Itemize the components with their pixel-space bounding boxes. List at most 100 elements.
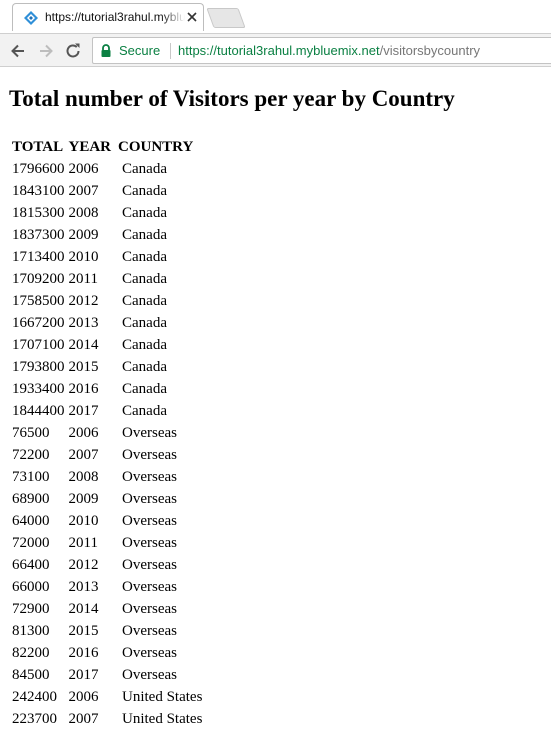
cell-year: 2016 (68, 644, 99, 661)
tab-title: https://tutorial3rahul.mybluemix.net/vis… (45, 10, 185, 24)
cell-total: 72900 (12, 600, 50, 617)
lock-icon (101, 44, 111, 57)
cell-country: Overseas (122, 468, 177, 485)
table-row: 1707100 2014 Canada (11, 335, 203, 355)
table-row: 242400 2006 United States (11, 687, 203, 707)
table-row: 223700 2007 United States (11, 709, 203, 729)
cell-year: 2008 (68, 468, 99, 485)
cell-year: 2015 (68, 358, 99, 375)
cell-country: Overseas (122, 490, 177, 507)
address-bar-separator (170, 43, 171, 59)
cell-country: Canada (122, 226, 167, 243)
cell-country: Overseas (122, 644, 177, 661)
cell-country: Overseas (122, 600, 177, 617)
cell-country: Canada (122, 160, 167, 177)
table-row: 1933400 2016 Canada (11, 379, 203, 399)
cell-total: 1707100 (12, 336, 65, 353)
cell-total: 72200 (12, 446, 50, 463)
cell-total: 84500 (12, 666, 50, 683)
table-row: 64000 2010 Overseas (11, 511, 203, 531)
cell-year: 2011 (68, 534, 98, 551)
table-row: 1713400 2010 Canada (11, 247, 203, 267)
cell-total: 1815300 (12, 204, 65, 221)
visitors-table: TOTAL YEAR COUNTRY 1796600 2006 Canada 1843… (9, 135, 205, 730)
cell-total: 223700 (12, 710, 57, 727)
cell-year: 2011 (68, 270, 98, 287)
cell-country: Canada (122, 182, 167, 199)
table-row: 72200 2007 Overseas (11, 445, 203, 465)
cell-year: 2010 (68, 248, 99, 265)
table-row: 82200 2016 Overseas (11, 643, 203, 663)
cell-total: 64000 (12, 512, 50, 529)
cell-total: 68900 (12, 490, 50, 507)
cell-year: 2014 (68, 336, 99, 353)
cell-total: 81300 (12, 622, 50, 639)
cell-year: 2013 (68, 578, 99, 595)
table-row: 66000 2013 Overseas (11, 577, 203, 597)
cell-year: 2006 (68, 424, 99, 441)
cell-total: 76500 (12, 424, 50, 441)
url-path: /visitorsbycountry (379, 43, 481, 58)
cell-country: Overseas (122, 534, 177, 551)
cell-year: 2017 (68, 402, 99, 419)
cell-country: Canada (122, 358, 167, 375)
table-row: 1843100 2007 Canada (11, 181, 203, 201)
forward-arrow-icon[interactable] (36, 41, 56, 61)
cell-total: 66400 (12, 556, 50, 573)
cell-country: Canada (122, 336, 167, 353)
url-text[interactable]: https://tutorial3rahul.mybluemix.net/vis… (178, 43, 480, 58)
cell-year: 2009 (68, 226, 99, 243)
reload-icon[interactable] (63, 41, 83, 61)
cell-year: 2007 (68, 446, 99, 463)
cell-year: 2013 (68, 314, 99, 331)
table-row: 68900 2009 Overseas (11, 489, 203, 509)
table-row: 1709200 2011 Canada (11, 269, 203, 289)
cell-year: 2017 (68, 666, 99, 683)
cell-total: 66000 (12, 578, 50, 595)
cell-year: 2008 (68, 204, 99, 221)
table-row: 76500 2006 Overseas (11, 423, 203, 443)
header-year: YEAR (68, 138, 112, 155)
close-icon[interactable] (185, 10, 199, 24)
cell-total: 1793800 (12, 358, 65, 375)
cell-country: Canada (122, 270, 167, 287)
tab-strip: https://tutorial3rahul.mybluemix.net/vis… (0, 0, 551, 33)
cell-country: Canada (122, 292, 167, 309)
cell-country: Canada (122, 402, 167, 419)
cell-year: 2012 (68, 556, 99, 573)
cell-total: 1709200 (12, 270, 65, 287)
cell-country: Overseas (122, 446, 177, 463)
table-header-row: TOTAL YEAR COUNTRY (11, 137, 203, 157)
cell-country: Overseas (122, 622, 177, 639)
cell-country: Overseas (122, 556, 177, 573)
secure-label: Secure (119, 43, 161, 58)
cell-total: 1758500 (12, 292, 65, 309)
cell-year: 2016 (68, 380, 99, 397)
table-row: 1837300 2009 Canada (11, 225, 203, 245)
cell-total: 1837300 (12, 226, 65, 243)
page-content: Total number of Visitors per year by Cou… (0, 67, 551, 730)
cell-year: 2006 (68, 160, 99, 177)
cell-year: 2009 (68, 490, 99, 507)
browser-tab[interactable]: https://tutorial3rahul.mybluemix.net/vis… (12, 3, 204, 31)
cell-total: 242400 (12, 688, 57, 705)
cell-total: 1843100 (12, 182, 65, 199)
table-body: 1796600 2006 Canada 1843100 2007 Canada 181530… (11, 159, 203, 729)
table-row: 66400 2012 Overseas (11, 555, 203, 575)
cell-total: 1844400 (12, 402, 65, 419)
cell-year: 2007 (68, 710, 99, 727)
address-bar[interactable]: Secure https://tutorial3rahul.mybluemix.… (92, 37, 551, 64)
bluemix-favicon (24, 11, 38, 25)
table-row: 1758500 2012 Canada (11, 291, 203, 311)
cell-total: 1933400 (12, 380, 65, 397)
new-tab-button[interactable] (206, 8, 246, 28)
table-row: 72900 2014 Overseas (11, 599, 203, 619)
cell-country: Canada (122, 380, 167, 397)
back-arrow-icon[interactable] (8, 41, 28, 61)
table-row: 81300 2015 Overseas (11, 621, 203, 641)
cell-total: 82200 (12, 644, 50, 661)
table-row: 1667200 2013 Canada (11, 313, 203, 333)
cell-country: Overseas (122, 424, 177, 441)
cell-year: 2007 (68, 182, 99, 199)
table-row: 1796600 2006 Canada (11, 159, 203, 179)
